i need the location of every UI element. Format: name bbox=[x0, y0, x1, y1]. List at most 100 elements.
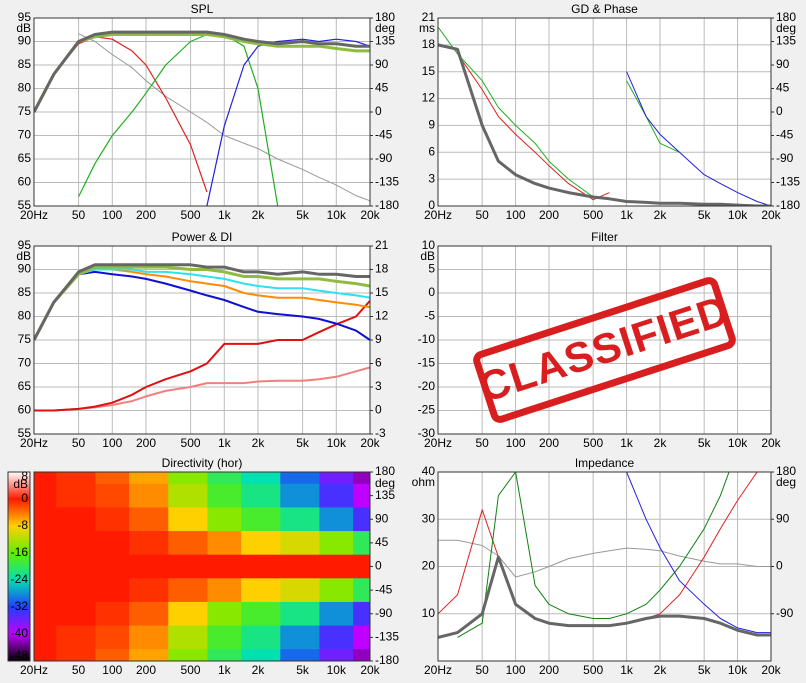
x-tick-label: 5k bbox=[296, 663, 310, 677]
x-tick-label: 100 bbox=[102, 436, 122, 450]
heat-cell bbox=[56, 625, 96, 650]
y-tick-label: -30 bbox=[418, 426, 436, 440]
heat-cell bbox=[319, 507, 354, 532]
x-tick-label: 10k bbox=[728, 208, 748, 222]
heat-cell bbox=[56, 554, 96, 579]
y-tick-label: 10 bbox=[422, 606, 436, 620]
x-tick-label: 10k bbox=[327, 208, 347, 222]
heat-cell bbox=[207, 554, 242, 579]
y-tick-label: 85 bbox=[18, 285, 32, 299]
y-tick-label: -20 bbox=[418, 379, 436, 393]
stamp-border bbox=[473, 277, 736, 423]
series-line bbox=[78, 33, 279, 206]
series-line bbox=[457, 472, 730, 638]
y-tick-label: 75 bbox=[18, 332, 32, 346]
x-tick-label: 200 bbox=[136, 663, 156, 677]
heat-cell bbox=[56, 578, 96, 603]
heat-cell bbox=[319, 531, 354, 556]
heat-cell bbox=[168, 649, 208, 661]
heat-cell bbox=[353, 531, 370, 556]
y-tick-label: 85 bbox=[18, 57, 32, 71]
heat-cell bbox=[95, 578, 130, 603]
heat-cell bbox=[280, 483, 320, 508]
y2-tick-label: 90 bbox=[375, 57, 389, 71]
heat-cell bbox=[207, 483, 242, 508]
y2-tick-label: 180 bbox=[375, 10, 395, 24]
y-tick-label: 15 bbox=[422, 64, 436, 78]
y2-tick-label: 135 bbox=[776, 34, 796, 48]
x-tick-label: 100 bbox=[102, 663, 122, 677]
y-tick-label: 3 bbox=[428, 171, 435, 185]
y-tick-label: -10 bbox=[418, 332, 436, 346]
x-tick-label: 10k bbox=[327, 436, 347, 450]
heat-cell bbox=[353, 472, 370, 485]
y2-tick-label: 0 bbox=[776, 559, 783, 573]
y-tick-label: 55 bbox=[18, 426, 32, 440]
heat-cell bbox=[319, 472, 354, 485]
y-tick-label: 30 bbox=[422, 511, 436, 525]
heat-cell bbox=[353, 578, 370, 603]
heat-cell bbox=[241, 472, 281, 485]
plot-frame bbox=[437, 17, 772, 207]
y-tick-label: 12 bbox=[422, 91, 436, 105]
heat-cell bbox=[56, 472, 96, 485]
heat-cell bbox=[207, 601, 242, 627]
x-tick-label: 1k bbox=[218, 663, 232, 677]
y-tick-label: 65 bbox=[18, 151, 32, 165]
y2-tick-label: -180 bbox=[375, 198, 399, 212]
heat-cell bbox=[168, 483, 208, 508]
series-line bbox=[34, 30, 370, 113]
heat-cell bbox=[168, 601, 208, 627]
y-tick-label: 75 bbox=[18, 104, 32, 118]
heat-cell bbox=[34, 625, 57, 650]
y2-tick-label: 180 bbox=[776, 464, 796, 478]
series-line bbox=[34, 265, 370, 341]
heat-cell bbox=[280, 472, 320, 485]
x-tick-label: 50 bbox=[72, 663, 86, 677]
y-tick-label: 55 bbox=[18, 198, 32, 212]
heat-cell bbox=[168, 554, 208, 579]
y2-tick-label: -135 bbox=[375, 175, 399, 189]
heat-cell bbox=[34, 531, 57, 556]
y-tick-label: -180 bbox=[375, 653, 399, 667]
y2-tick-label: 12 bbox=[375, 309, 389, 323]
x-tick-label: 20Hz bbox=[20, 436, 48, 450]
x-tick-label: 1k bbox=[620, 208, 634, 222]
x-tick-label: 20k bbox=[761, 436, 781, 450]
x-tick-label: 50 bbox=[475, 436, 489, 450]
colorbar-tick-label: -16 bbox=[11, 545, 29, 559]
heat-cell bbox=[34, 554, 57, 579]
heat-cell bbox=[95, 531, 130, 556]
x-tick-label: 1k bbox=[218, 436, 232, 450]
x-tick-label: 5k bbox=[698, 208, 712, 222]
x-tick-label: 2k bbox=[654, 663, 668, 677]
heat-cell bbox=[207, 507, 242, 532]
y2-axis-label: deg bbox=[776, 475, 796, 489]
y2-tick-label: 180 bbox=[776, 10, 796, 24]
x-tick-label: 2k bbox=[252, 663, 266, 677]
series-line bbox=[626, 71, 771, 206]
series-line bbox=[438, 555, 771, 639]
heat-cell bbox=[353, 601, 370, 627]
heat-cell bbox=[207, 531, 242, 556]
heat-cell bbox=[129, 601, 169, 627]
plot-frame bbox=[437, 471, 772, 662]
y-tick-label: 60 bbox=[18, 175, 32, 189]
y-tick-label: 10 bbox=[422, 238, 436, 252]
heat-cell bbox=[280, 578, 320, 603]
colorbar bbox=[7, 471, 31, 662]
y-tick-label: 65 bbox=[18, 379, 32, 393]
y2-tick-label: 0 bbox=[375, 403, 382, 417]
x-tick-label: 100 bbox=[506, 208, 526, 222]
y-tick-label: 60 bbox=[18, 403, 32, 417]
heat-cell bbox=[280, 531, 320, 556]
chart-title: Impedance bbox=[575, 456, 635, 470]
y2-tick-label: -3 bbox=[375, 426, 386, 440]
heat-cell bbox=[129, 507, 169, 532]
y-axis-label: ohm bbox=[412, 475, 435, 489]
heat-cell bbox=[95, 625, 130, 650]
colorbar-tick-label: -48 bbox=[11, 648, 29, 662]
x-tick-label: 5k bbox=[698, 436, 712, 450]
y-tick-label: -5 bbox=[424, 309, 435, 323]
